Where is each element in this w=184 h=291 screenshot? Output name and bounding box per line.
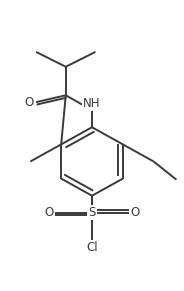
Text: O: O — [24, 96, 34, 109]
Text: NH: NH — [83, 97, 101, 110]
Text: Cl: Cl — [86, 241, 98, 254]
Text: S: S — [88, 206, 96, 219]
Text: O: O — [44, 206, 53, 219]
Text: O: O — [131, 206, 140, 219]
